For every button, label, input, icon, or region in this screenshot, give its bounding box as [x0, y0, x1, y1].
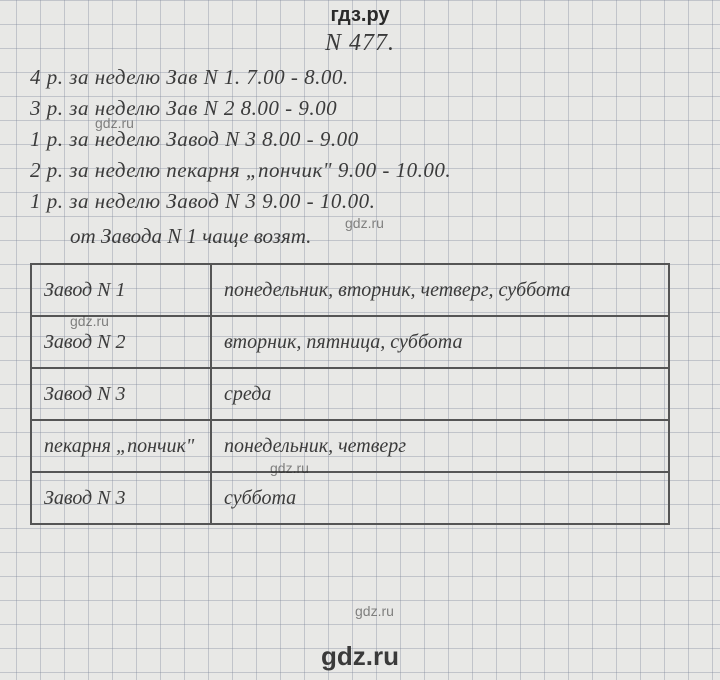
table-row: Завод N 1 понедельник, вторник, четверг,… — [31, 264, 669, 316]
table-cell-source: Завод N 3 — [31, 368, 211, 420]
text-line: 1 р. за неделю Завод N 3 8.00 - 9.00 — [30, 127, 700, 152]
table-cell-days: суббота — [211, 472, 669, 524]
text-line: 3 р. за неделю Зав N 2 8.00 - 9.00 — [30, 96, 700, 121]
site-footer: gdz.ru — [0, 641, 720, 672]
table-cell-source: пекарня „пончик" — [31, 420, 211, 472]
table-cell-days: среда — [211, 368, 669, 420]
handwritten-content: N 477. 4 р. за неделю Зав N 1. 7.00 - 8.… — [20, 30, 700, 525]
table-cell-source: Завод N 3 — [31, 472, 211, 524]
table-row: Завод N 2 вторник, пятница, суббота — [31, 316, 669, 368]
conclusion-text: от Завода N 1 чаще возят. — [70, 224, 700, 249]
text-line: 2 р. за неделю пекарня „пончик" 9.00 - 1… — [30, 158, 700, 183]
text-line: 1 р. за неделю Завод N 3 9.00 - 10.00. — [30, 189, 700, 214]
table-cell-days: понедельник, четверг — [211, 420, 669, 472]
table-cell-source: Завод N 1 — [31, 264, 211, 316]
table-cell-days: вторник, пятница, суббота — [211, 316, 669, 368]
exercise-number: N 477. — [20, 30, 700, 57]
text-line: 4 р. за неделю Зав N 1. 7.00 - 8.00. — [30, 65, 700, 90]
site-header: гдз.ру — [0, 4, 720, 27]
table-row: Завод N 3 среда — [31, 368, 669, 420]
table-row: Завод N 3 суббота — [31, 472, 669, 524]
table-row: пекарня „пончик" понедельник, четверг — [31, 420, 669, 472]
table-cell-source: Завод N 2 — [31, 316, 211, 368]
schedule-table: Завод N 1 понедельник, вторник, четверг,… — [30, 263, 670, 525]
table-cell-days: понедельник, вторник, четверг, суббота — [211, 264, 669, 316]
